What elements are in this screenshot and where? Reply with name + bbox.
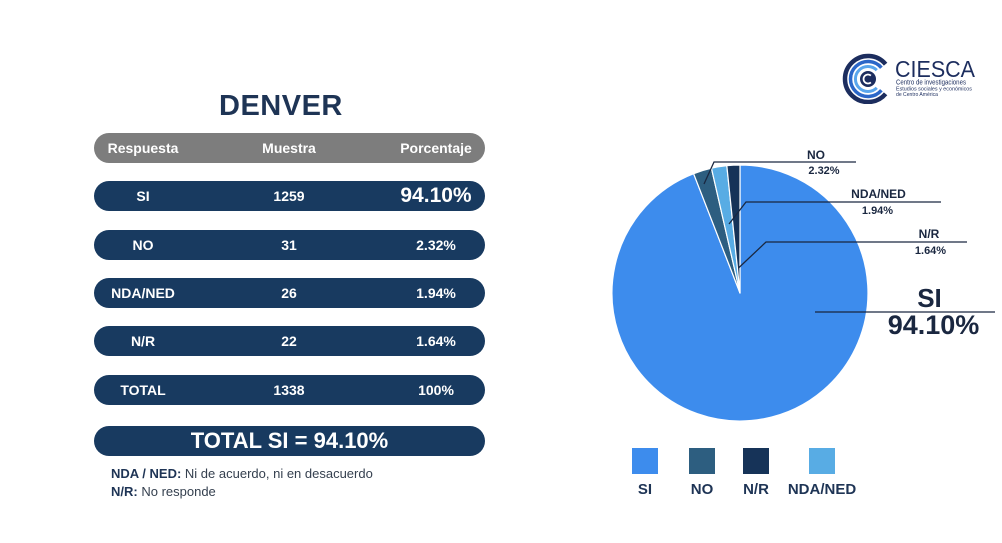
footnote-definition: Ni de acuerdo, ni en desacuerdo xyxy=(184,466,373,481)
legend-label-n-r: N/R xyxy=(743,481,769,498)
data-label-no-value: 2.32% xyxy=(808,165,839,177)
ciesca-emblem-icon xyxy=(842,53,888,104)
header-respuesta: Respuesta xyxy=(107,140,179,156)
total-si-banner: TOTAL SI = 94.10% xyxy=(94,426,485,456)
page-title: DENVER xyxy=(219,90,343,122)
legend-swatch-nda-ned xyxy=(809,448,835,474)
logo-tagline-2: Estudios sociales y económicos xyxy=(896,87,972,93)
cell-muestra: 1338 xyxy=(273,382,305,398)
pie-slices xyxy=(611,164,869,422)
pie-chart: NO 2.32% NDA/NED 1.94% N/R 1.64% SI 94.1… xyxy=(611,148,995,422)
footnote-definition: No responde xyxy=(141,484,216,499)
legend-label-si: SI xyxy=(637,481,653,498)
cell-respuesta: SI xyxy=(136,188,150,204)
data-label-nda-ned-category: NDA/NED xyxy=(851,187,906,201)
total-si-text: TOTAL SI = 94.10% xyxy=(190,428,389,453)
data-label-si-category: SI xyxy=(917,283,942,313)
footnote-term: N/R: xyxy=(111,484,138,499)
legend-swatch-n-r xyxy=(743,448,769,474)
table-row-total: TOTAL 1338 100% xyxy=(94,375,485,405)
legend-item-si: SI xyxy=(619,448,671,500)
cell-muestra: 26 xyxy=(281,285,297,301)
footnote-nda-ned: NDA / NED: Ni de acuerdo, ni en desacuer… xyxy=(111,466,373,481)
footnote-n-r: N/R: No responde xyxy=(111,484,216,499)
cell-porcentaje: 94.10% xyxy=(400,184,472,207)
cell-muestra: 1259 xyxy=(273,188,305,204)
table-row-si: SI 1259 94.10% xyxy=(94,181,485,211)
leader-line-no xyxy=(703,161,856,185)
leader-line-n-r xyxy=(738,241,967,269)
header-muestra: Muestra xyxy=(262,140,316,156)
data-label-n-r-category: N/R xyxy=(919,227,940,241)
legend-swatch-si xyxy=(632,448,658,474)
table-row-no: NO 31 2.32% xyxy=(94,230,485,260)
logo-tagline-3: de Centro América xyxy=(896,92,939,98)
data-label-no-category: NO xyxy=(807,148,825,162)
results-table: Respuesta Muestra Porcentaje SI 1259 94.… xyxy=(94,133,485,456)
cell-respuesta: NDA/NED xyxy=(111,285,175,301)
pie-leader-lines xyxy=(703,161,995,313)
footnote-term: NDA / NED: xyxy=(111,466,182,481)
cell-muestra: 22 xyxy=(281,333,297,349)
header-porcentaje: Porcentaje xyxy=(400,140,472,156)
cell-respuesta: NO xyxy=(132,237,154,253)
legend-item-no: NO xyxy=(676,448,728,500)
cell-porcentaje: 1.94% xyxy=(416,285,456,301)
pie-slice-n-r xyxy=(726,164,741,294)
cell-respuesta: TOTAL xyxy=(120,382,166,398)
legend-label-nda-ned: NDA/NED xyxy=(787,481,857,498)
cell-porcentaje: 100% xyxy=(418,382,454,398)
legend-label-no: NO xyxy=(690,481,714,498)
cell-respuesta: N/R xyxy=(130,333,156,349)
table-row-n-r: N/R 22 1.64% xyxy=(94,326,485,356)
leader-line-nda-ned xyxy=(728,201,941,225)
data-label-si-value: 94.10% xyxy=(888,310,980,340)
cell-porcentaje: 2.32% xyxy=(416,237,456,253)
ciesca-logo: CIESCA Centro de investigaciones Estudio… xyxy=(842,53,976,104)
logo-tagline-1: Centro de investigaciones xyxy=(896,80,966,87)
pie-data-labels: NO 2.32% NDA/NED 1.94% N/R 1.64% SI 94.1… xyxy=(807,148,979,340)
legend-item-n-r: N/R xyxy=(730,448,782,500)
data-label-nda-ned-value: 1.94% xyxy=(862,205,893,217)
table-header: Respuesta Muestra Porcentaje xyxy=(94,133,485,163)
legend-item-nda-ned: NDA/NED xyxy=(785,448,859,500)
logo-name: CIESCA xyxy=(895,56,976,82)
cell-porcentaje: 1.64% xyxy=(416,333,456,349)
table-row-nda-ned: NDA/NED 26 1.94% xyxy=(94,278,485,308)
legend-swatch-no xyxy=(689,448,715,474)
cell-muestra: 31 xyxy=(281,237,297,253)
data-label-n-r-value: 1.64% xyxy=(915,245,946,257)
